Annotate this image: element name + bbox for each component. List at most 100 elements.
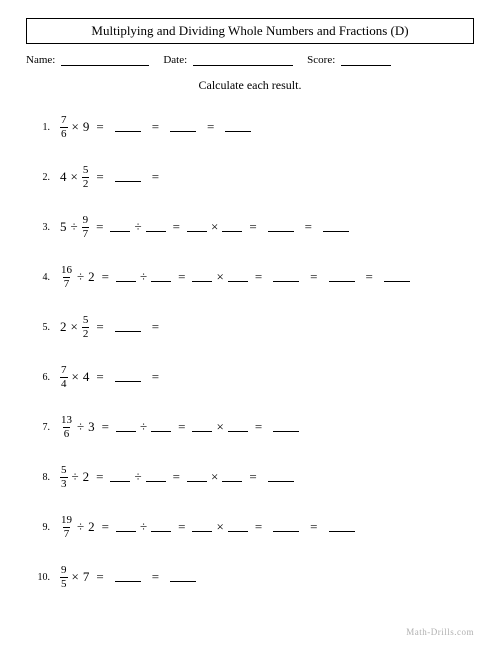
whole-number: 5 [60,219,67,235]
answer-blank[interactable] [222,473,242,482]
answer-blank[interactable] [268,223,294,232]
header-row: Name: Date: Score: [26,54,474,66]
fraction: 167 [60,265,73,290]
answer-blank[interactable] [323,223,349,232]
answer-blank[interactable] [116,273,136,282]
denominator: 7 [82,227,90,240]
equals-sign: = [96,469,103,485]
whole-number: 2 [88,269,95,285]
equals-sign: = [366,269,373,285]
fraction: 74 [60,365,68,390]
answer-blank[interactable] [110,473,130,482]
denominator: 3 [60,477,68,490]
problem-number: 7. [32,422,50,433]
answer-blank[interactable] [110,223,130,232]
name-field: Name: [26,54,149,66]
answer-blank[interactable] [228,273,248,282]
answer-blank[interactable] [187,473,207,482]
equals-sign: = [305,219,312,235]
whole-number: 3 [88,419,95,435]
page-title: Multiplying and Dividing Whole Numbers a… [26,18,474,44]
answer-blank[interactable] [115,323,141,332]
answer-blank[interactable] [228,423,248,432]
watermark-text: Math-Drills.com [406,627,474,637]
answer-blank[interactable] [115,373,141,382]
answer-blank[interactable] [151,273,171,282]
answer-blank[interactable] [151,523,171,532]
equals-sign: = [178,269,185,285]
worksheet-page: Multiplying and Dividing Whole Numbers a… [0,0,500,647]
denominator: 4 [60,377,68,390]
denominator: 6 [60,127,68,140]
answer-blank[interactable] [273,273,299,282]
equals-sign: = [96,369,103,385]
answer-blank[interactable] [192,273,212,282]
answer-blank[interactable] [222,223,242,232]
answer-blank[interactable] [115,573,141,582]
whole-number: 4 [83,369,90,385]
equals-sign: = [96,119,103,135]
answer-blank[interactable] [116,523,136,532]
answer-blank[interactable] [273,523,299,532]
fraction: 97 [82,215,90,240]
equals-sign: = [255,269,262,285]
times-sign: × [211,469,218,485]
equals-sign: = [152,369,159,385]
answer-blank[interactable] [268,473,294,482]
denominator: 5 [60,577,68,590]
answer-blank[interactable] [192,423,212,432]
equals-sign: = [152,119,159,135]
answer-blank[interactable] [228,523,248,532]
denominator: 7 [63,527,71,540]
denominator: 7 [63,277,71,290]
instruction-text: Calculate each result. [26,78,474,93]
answer-blank[interactable] [115,123,141,132]
answer-blank[interactable] [146,473,166,482]
problem-number: 2. [32,172,50,183]
times-sign: × [216,269,223,285]
answer-blank[interactable] [116,423,136,432]
problem-number: 10. [32,572,50,583]
fraction: 95 [60,565,68,590]
answer-blank[interactable] [384,273,410,282]
equals-sign: = [96,169,103,185]
equals-sign: = [207,119,214,135]
whole-number: 2 [83,469,90,485]
score-field: Score: [307,54,391,66]
name-input-line[interactable] [61,54,149,66]
numerator: 5 [60,465,68,477]
whole-number: 7 [83,569,90,585]
equals-sign: = [178,419,185,435]
numerator: 7 [60,115,68,127]
equals-sign: = [173,469,180,485]
operator: ÷ [77,419,84,435]
answer-blank[interactable] [146,223,166,232]
answer-blank[interactable] [151,423,171,432]
operator: ÷ [77,269,84,285]
whole-number: 2 [88,519,95,535]
operator: × [71,319,78,335]
answer-blank[interactable] [187,223,207,232]
score-label: Score: [307,54,335,66]
divide-sign: ÷ [140,269,147,285]
operator: ÷ [72,469,79,485]
problem-row: 7.136÷3=÷=×= [32,411,474,443]
answer-blank[interactable] [225,123,251,132]
answer-blank[interactable] [115,173,141,182]
denominator: 2 [82,177,90,190]
equals-sign: = [249,219,256,235]
answer-blank[interactable] [170,573,196,582]
problem-number: 3. [32,222,50,233]
times-sign: × [216,519,223,535]
fraction: 197 [60,515,73,540]
date-input-line[interactable] [193,54,293,66]
equals-sign: = [255,519,262,535]
answer-blank[interactable] [273,423,299,432]
numerator: 19 [60,515,73,527]
answer-blank[interactable] [170,123,196,132]
answer-blank[interactable] [329,523,355,532]
score-input-line[interactable] [341,54,391,66]
answer-blank[interactable] [329,273,355,282]
answer-blank[interactable] [192,523,212,532]
numerator: 5 [82,165,90,177]
